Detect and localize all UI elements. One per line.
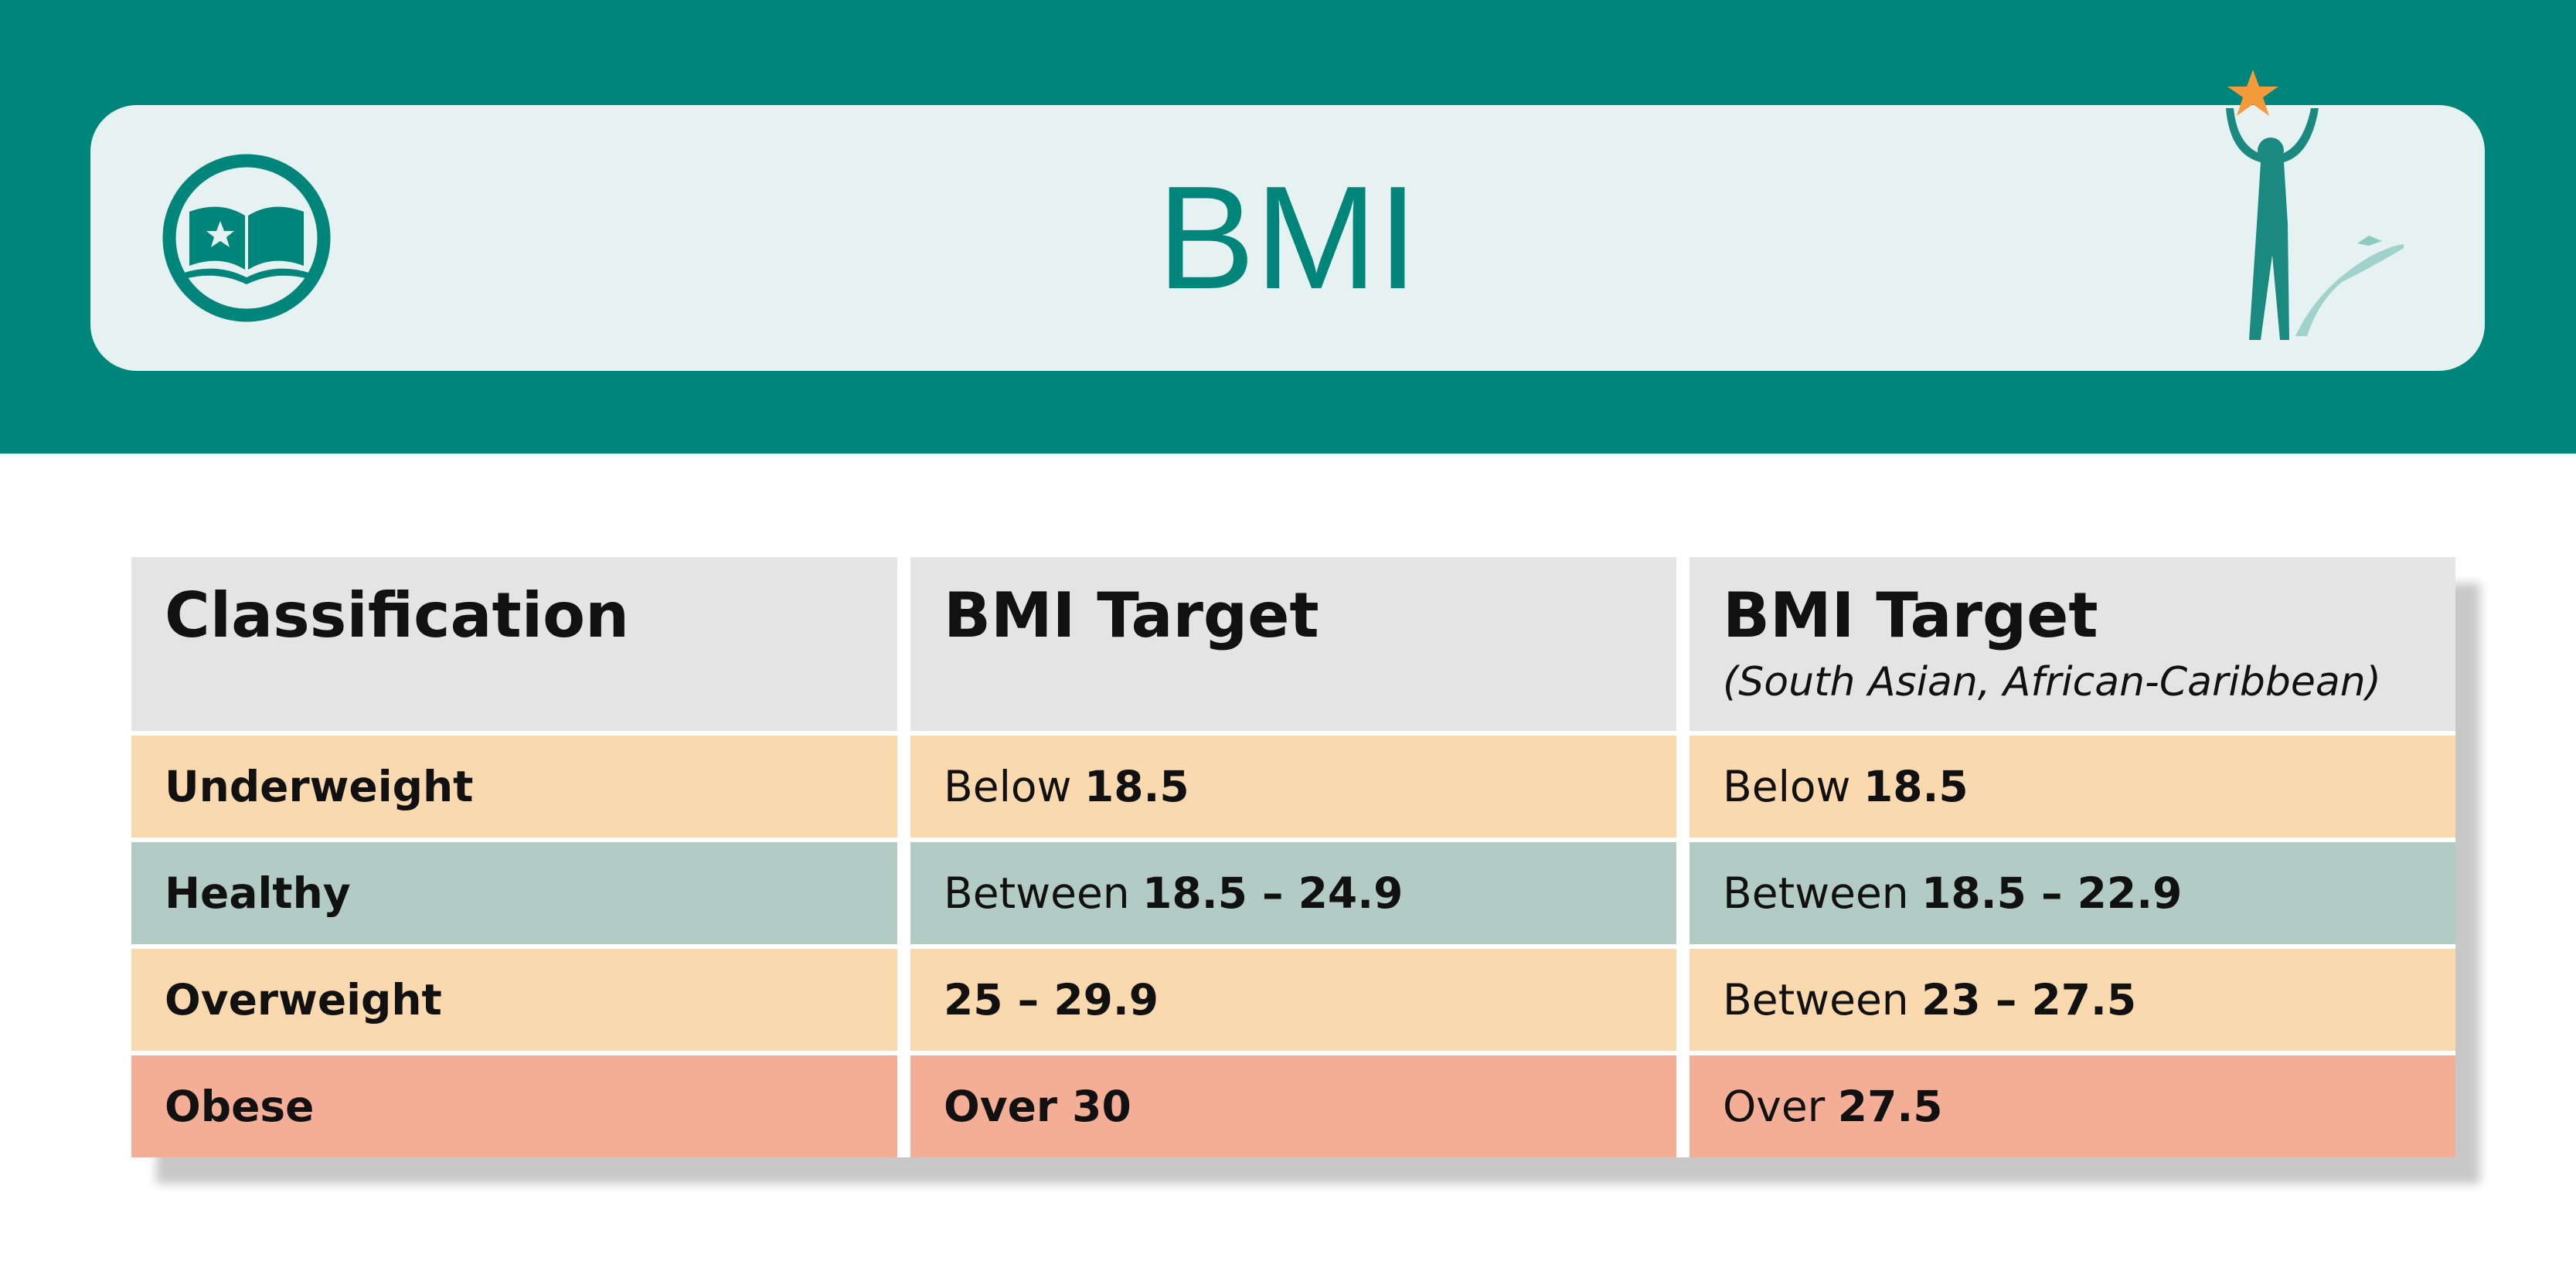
bmi-table: Classification BMI Target BMI Target (South… — [131, 557, 2455, 1157]
cell-value: 25 – 29.9 — [944, 975, 1159, 1025]
column-subtitle: (South Asian, African-Caribbean) — [1723, 659, 2381, 705]
cell-value: Over 30 — [944, 1082, 1131, 1131]
cell-text: Below — [1723, 762, 1851, 811]
header-cell: Classification — [131, 557, 897, 731]
cell-value: Healthy — [165, 868, 351, 918]
table-cell: Underweight — [131, 736, 897, 838]
cell-text: Between — [1723, 975, 1909, 1025]
book-icon — [162, 154, 331, 322]
cell-value: 27.5 — [1837, 1082, 1943, 1131]
column-title: Classification — [165, 579, 630, 651]
table-cell: Between 18.5 – 22.9 — [1690, 842, 2455, 944]
header-panel: BMI — [90, 105, 2485, 371]
table-cell: Obese — [131, 1055, 897, 1157]
header-cell: BMI Target (South Asian, African-Caribbea… — [1690, 557, 2455, 731]
cell-text: Between — [944, 868, 1130, 918]
cell-value: 18.5 — [1084, 762, 1189, 811]
header-cell: BMI Target — [910, 557, 1676, 731]
header-band: BMI — [0, 0, 2576, 454]
table-cell: 25 – 29.9 — [910, 949, 1676, 1051]
table-cell: Below 18.5 — [1690, 736, 2455, 838]
table-cell: Overweight — [131, 949, 897, 1051]
cell-value: 18.5 – 22.9 — [1921, 868, 2183, 918]
person-figure — [2226, 70, 2404, 340]
cell-value: 18.5 – 24.9 — [1142, 868, 1404, 918]
cell-value: Overweight — [165, 975, 442, 1025]
table-cell: Over 27.5 — [1690, 1055, 2455, 1157]
table-cell: Between 18.5 – 24.9 — [910, 842, 1676, 944]
cell-value: 23 – 27.5 — [1921, 975, 2137, 1025]
table-cell: Between 23 – 27.5 — [1690, 949, 2455, 1051]
cell-text: Below — [944, 762, 1072, 811]
cell-text: Over — [1723, 1082, 1826, 1131]
table-cell: Below 18.5 — [910, 736, 1676, 838]
page-title: BMI — [1157, 156, 1418, 320]
column-title: BMI Target — [1723, 579, 2098, 651]
column-title: BMI Target — [944, 579, 1319, 651]
cell-value: 18.5 — [1863, 762, 1969, 811]
table-cell: Healthy — [131, 842, 897, 944]
table-cell: Over 30 — [910, 1055, 1676, 1157]
cell-value: Obese — [165, 1082, 315, 1131]
cell-text: Between — [1723, 868, 1909, 918]
cell-value: Underweight — [165, 762, 474, 811]
